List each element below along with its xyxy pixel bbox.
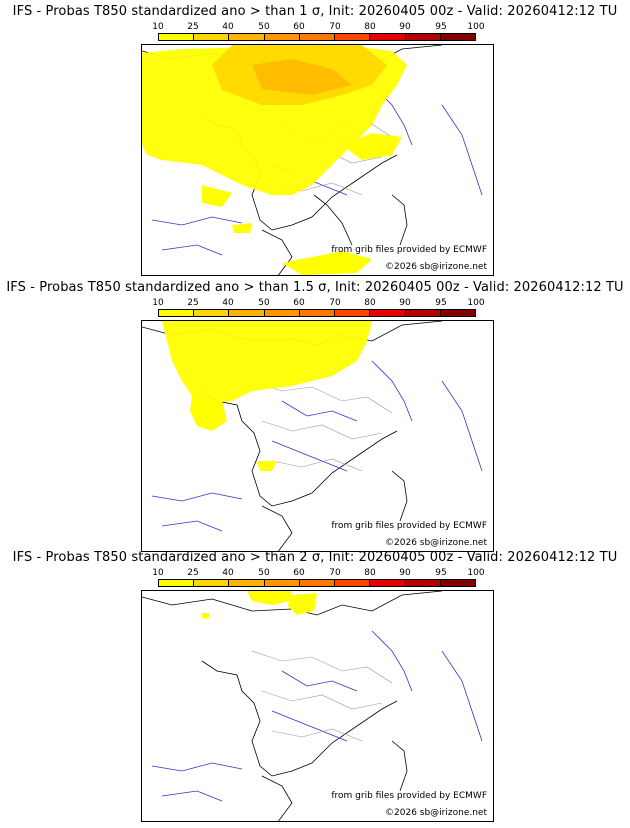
colorbar-swatch xyxy=(264,34,300,40)
colorbar-label: 90 xyxy=(399,22,411,32)
credit-source: from grib files provided by ECMWF xyxy=(331,521,487,531)
colorbar-swatch xyxy=(405,580,441,586)
colorbar-labels: 10 25 40 50 60 70 80 90 95 100 xyxy=(152,298,484,308)
map-panel-2: IFS - Probas T850 standardized ano > tha… xyxy=(0,276,630,552)
colorbar xyxy=(158,33,476,41)
credit-source: from grib files provided by ECMWF xyxy=(331,245,487,255)
colorbar-label: 95 xyxy=(435,298,447,308)
colorbar-label: 80 xyxy=(364,568,376,578)
colorbar-swatch xyxy=(440,310,475,316)
colorbar-swatch xyxy=(440,580,475,586)
colorbar-label: 70 xyxy=(329,298,341,308)
colorbar-label: 50 xyxy=(258,568,270,578)
colorbar-label: 60 xyxy=(293,298,305,308)
credit-source: from grib files provided by ECMWF xyxy=(331,791,487,801)
colorbar-label: 10 xyxy=(152,22,164,32)
colorbar-swatch xyxy=(405,310,441,316)
colorbar-label: 25 xyxy=(187,298,199,308)
colorbar-swatch xyxy=(370,34,406,40)
colorbar-swatch xyxy=(299,310,336,316)
colorbar xyxy=(158,579,476,587)
colorbar-swatch xyxy=(299,580,336,586)
colorbar-label: 40 xyxy=(222,568,234,578)
colorbar-label: 80 xyxy=(364,22,376,32)
colorbar-label: 95 xyxy=(435,568,447,578)
colorbar-swatch xyxy=(159,310,195,316)
colorbar-swatch xyxy=(194,580,230,586)
colorbar-labels: 10 25 40 50 60 70 80 90 95 100 xyxy=(152,568,484,578)
colorbar-label: 40 xyxy=(222,298,234,308)
colorbar-swatch xyxy=(264,580,300,586)
colorbar-swatch xyxy=(335,580,371,586)
credit-site: ©2026 sb@irizone.net xyxy=(385,538,487,548)
colorbar-label: 70 xyxy=(329,22,341,32)
panel-title: IFS - Probas T850 standardized ano > tha… xyxy=(12,4,618,19)
colorbar-swatch xyxy=(370,580,406,586)
colorbar-label: 10 xyxy=(152,568,164,578)
panel-title: IFS - Probas T850 standardized ano > tha… xyxy=(6,280,624,295)
colorbar-label: 100 xyxy=(467,568,485,578)
colorbar-label: 100 xyxy=(467,298,485,308)
colorbar-label: 60 xyxy=(293,22,305,32)
colorbar xyxy=(158,309,476,317)
map-frame: from grib files provided by ECMWF ©2026 … xyxy=(141,590,494,822)
map-frame: from grib files provided by ECMWF ©2026 … xyxy=(141,44,494,276)
colorbar-label: 70 xyxy=(329,568,341,578)
colorbar-label: 25 xyxy=(187,568,199,578)
map-panel-3: IFS - Probas T850 standardized ano > tha… xyxy=(0,546,630,822)
colorbar-label: 95 xyxy=(435,22,447,32)
colorbar-label: 80 xyxy=(364,298,376,308)
colorbar-swatch xyxy=(229,580,265,586)
colorbar-swatch xyxy=(440,34,475,40)
colorbar-label: 10 xyxy=(152,298,164,308)
colorbar-swatch xyxy=(370,310,406,316)
colorbar-swatch xyxy=(264,310,300,316)
colorbar-labels: 10 25 40 50 60 70 80 90 95 100 xyxy=(152,22,484,32)
colorbar-swatch xyxy=(159,580,195,586)
colorbar-label: 50 xyxy=(258,298,270,308)
colorbar-label: 60 xyxy=(293,568,305,578)
colorbar-swatch xyxy=(229,310,265,316)
probability-map xyxy=(142,591,483,821)
panel-title: IFS - Probas T850 standardized ano > tha… xyxy=(12,550,618,565)
colorbar-label: 90 xyxy=(399,568,411,578)
colorbar-label: 40 xyxy=(222,22,234,32)
probability-map xyxy=(142,321,483,551)
colorbar-label: 90 xyxy=(399,298,411,308)
colorbar-swatch xyxy=(194,310,230,316)
colorbar-swatch xyxy=(299,34,336,40)
colorbar-swatch xyxy=(229,34,265,40)
colorbar-swatch xyxy=(194,34,230,40)
map-frame: from grib files provided by ECMWF ©2026 … xyxy=(141,320,494,552)
colorbar-swatch xyxy=(335,310,371,316)
colorbar-label: 100 xyxy=(467,22,485,32)
credit-site: ©2026 sb@irizone.net xyxy=(385,808,487,818)
map-panel-1: IFS - Probas T850 standardized ano > tha… xyxy=(0,0,630,276)
colorbar-swatch xyxy=(405,34,441,40)
probability-map xyxy=(142,45,483,275)
colorbar-swatch xyxy=(159,34,195,40)
colorbar-swatch xyxy=(335,34,371,40)
colorbar-label: 50 xyxy=(258,22,270,32)
colorbar-label: 25 xyxy=(187,22,199,32)
credit-site: ©2026 sb@irizone.net xyxy=(385,262,487,272)
